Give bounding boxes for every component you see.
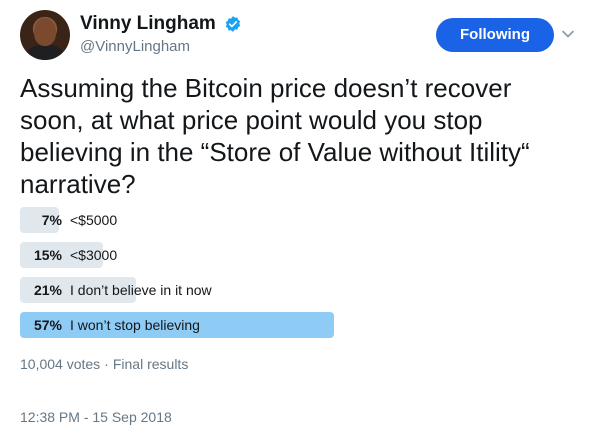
poll-option-bar [20,312,334,338]
following-button[interactable]: Following [436,18,554,52]
poll-vote-count: 10,004 votes [20,356,101,372]
display-name[interactable]: Vinny Lingham [80,13,216,34]
poll-option: 15% <$3000 [20,242,580,268]
poll: 7% <$5000 15% <$3000 21% I don’t believe in i… [20,207,580,347]
poll-status: Final results [112,356,189,372]
avatar-face [34,18,56,46]
poll-option-label: I don’t believe in it now [70,282,212,298]
verified-badge-icon [226,16,241,32]
poll-option-percent: 57% [33,317,62,333]
poll-option-label: <$5000 [70,212,118,228]
poll-option: 7% <$5000 [20,207,580,233]
poll-option-percent: 15% [33,247,62,263]
poll-option-label-row: 57% I won’t stop believing [20,312,200,338]
poll-option-label: I won’t stop believing [70,317,200,333]
poll-option-bar [20,207,59,233]
poll-option-percent: 7% [41,212,62,228]
poll-option-bar [20,242,103,268]
poll-option-label-row: 7% <$5000 [20,207,117,233]
poll-meta: 10,004 votes · Final results [20,356,188,372]
chevron-down-icon[interactable] [560,26,576,42]
tweet-timestamp[interactable]: 12:38 PM - 15 Sep 2018 [20,409,172,425]
poll-option: 21% I don’t believe in it now [20,277,580,303]
user-name-block[interactable]: Vinny Lingham @VinnyLingham [80,12,242,58]
separator-dot: · [104,356,109,372]
tweet-text: Assuming the Bitcoin price doesn’t recov… [20,73,530,199]
user-handle[interactable]: @VinnyLingham [80,38,191,55]
poll-option-label: <$3000 [70,247,118,263]
poll-option: 57% I won’t stop believing [20,312,580,338]
poll-option-percent: 21% [33,282,62,298]
tweet-header: Vinny Lingham @VinnyLingham Following [20,10,580,62]
avatar[interactable] [20,10,70,60]
poll-option-label-row: 15% <$3000 [20,242,117,268]
avatar-body [24,44,66,60]
poll-option-bar [20,277,136,303]
poll-option-label-row: 21% I don’t believe in it now [20,277,212,303]
